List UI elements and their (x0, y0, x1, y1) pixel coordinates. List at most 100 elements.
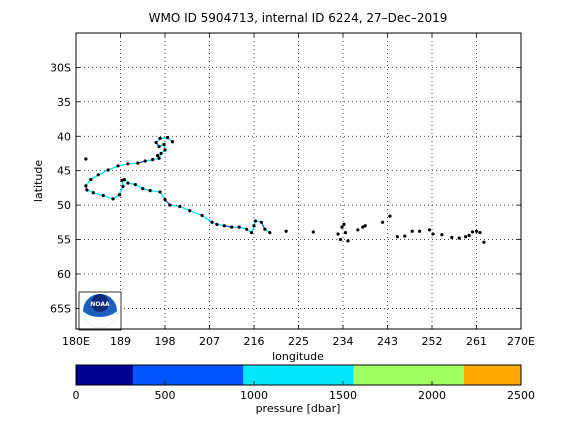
profile-point (155, 153, 160, 158)
profile-point (143, 159, 147, 163)
x-tick-label: 216 (244, 335, 265, 348)
x-tick-label: 198 (155, 335, 176, 348)
trajectory-segment (93, 192, 104, 197)
profile-point (89, 178, 93, 182)
colorbar-tick-label: 2000 (418, 389, 446, 402)
trajectory-segment (117, 163, 129, 167)
profile-point (210, 220, 214, 224)
profile-point (249, 231, 254, 235)
profile-point (230, 225, 234, 229)
profile-point (380, 220, 385, 224)
profile-point (163, 197, 167, 202)
profile-point (188, 209, 192, 213)
profile-point (121, 184, 125, 189)
colorbar-tick-label: 500 (155, 389, 176, 402)
colorbar-segment (243, 365, 354, 385)
profile-point (148, 189, 152, 193)
profile-point (410, 229, 414, 233)
profile-point (395, 235, 399, 239)
profile-point (84, 184, 88, 188)
chart-title: WMO ID 5904713, internal ID 6224, 27–Dec… (149, 11, 448, 25)
x-tick-label: 180E (62, 335, 90, 348)
profile-point (165, 136, 170, 140)
y-axis-label: latitude (32, 160, 45, 202)
profile-point (126, 181, 130, 185)
profile-point (84, 157, 88, 161)
profile-point (96, 173, 100, 177)
colorbar-frame (75, 364, 522, 386)
profile-point (170, 140, 175, 144)
profile-point (361, 225, 365, 229)
x-axis-label: longitude (272, 350, 324, 363)
y-tick-label: 50 (57, 199, 71, 212)
profile-point (111, 197, 115, 201)
profile-point (158, 136, 162, 140)
profile-point (162, 142, 166, 147)
profile-point (440, 233, 444, 237)
profile-point (478, 231, 482, 235)
y-tick-label: 35 (57, 96, 71, 109)
colorbar-tick-label: 2500 (507, 389, 535, 402)
plot-frame (75, 32, 522, 330)
profile-point (141, 186, 145, 191)
profile-point (117, 193, 122, 197)
profile-point (427, 228, 432, 232)
profile-point (474, 229, 479, 233)
profile-point (252, 224, 256, 228)
colorbar-segment (132, 365, 244, 385)
x-tick-label: 234 (333, 335, 354, 348)
profile-point (311, 230, 315, 234)
profile-point (336, 232, 340, 236)
x-tick-label: 252 (422, 335, 443, 348)
profile-point (340, 225, 344, 229)
profile-point (122, 178, 127, 182)
profile-point (237, 225, 241, 229)
profile-point (343, 231, 348, 235)
profile-point (136, 161, 140, 165)
profile-point (338, 237, 343, 242)
trajectory-segment (97, 169, 109, 176)
profile-point (158, 190, 162, 194)
profile-point (168, 203, 172, 207)
trajectory-segment (102, 194, 114, 200)
svg-text:NOAA: NOAA (90, 301, 110, 308)
profile-point (101, 193, 105, 198)
profile-point (388, 214, 392, 218)
profile-point (403, 234, 407, 238)
profile-point (268, 231, 272, 235)
profile-point (106, 168, 110, 172)
profile-point (356, 228, 360, 232)
profile-point (284, 229, 288, 233)
trajectory-segment (201, 214, 213, 223)
colorbar-segment (76, 365, 133, 385)
profile-point (116, 164, 120, 168)
trajectory-segment (189, 209, 203, 217)
colorbar-tick-label: 1500 (329, 389, 357, 402)
profile-point (157, 156, 161, 160)
profile-point (178, 204, 182, 209)
trajectory-segment (150, 189, 161, 193)
x-tick-label: 207 (199, 335, 220, 348)
colorbar-segment (464, 365, 521, 385)
colorbar: 0 500 1000 1500 2000 2500 (73, 365, 535, 402)
profile-point (200, 213, 204, 218)
profile-point (215, 222, 219, 226)
trajectory-segment (107, 165, 119, 171)
profile-point (85, 188, 89, 192)
x-tick-label: 261 (466, 335, 487, 348)
y-tick-label: 30S (50, 61, 71, 74)
profile-point (363, 224, 367, 228)
trajectory-segment (169, 204, 180, 208)
profile-point (464, 235, 468, 239)
profile-point (342, 222, 346, 226)
profile-point (431, 232, 435, 236)
profile-point (418, 229, 422, 233)
axis-ticks: 180E 189 198 207 216 225 234 243 252 261 270E 30S 35… (50, 33, 535, 348)
profile-point (159, 151, 163, 156)
profile-point (222, 224, 226, 228)
y-tick-label: 65S (50, 302, 71, 315)
profile-point (263, 227, 267, 231)
profile-point (154, 140, 158, 145)
x-tick-label: 225 (288, 335, 309, 348)
